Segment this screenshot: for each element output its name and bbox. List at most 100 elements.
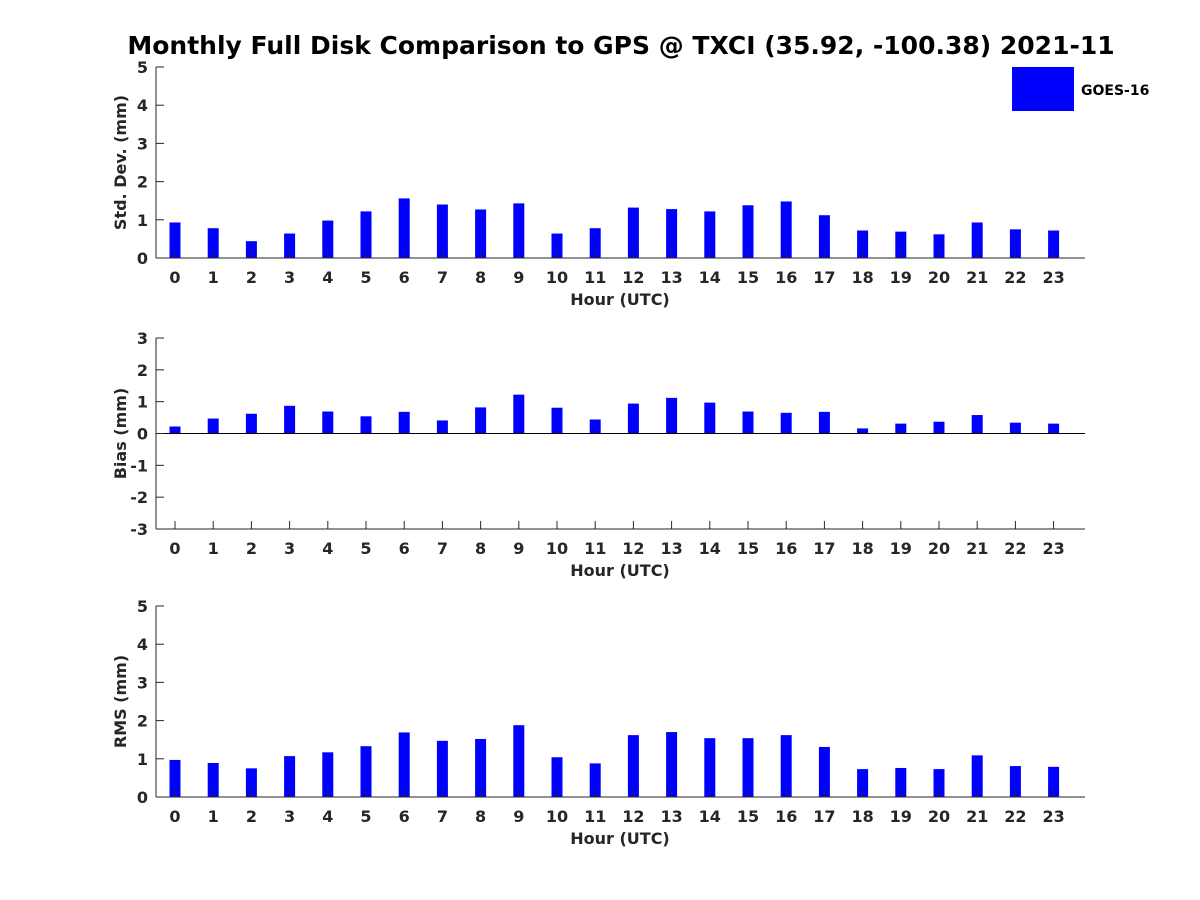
x-tick-label: 4 [322,268,333,287]
x-tick-label: 22 [1004,268,1026,287]
x-tick-label: 23 [1042,807,1064,826]
x-tick-label: 11 [584,807,606,826]
bar-14 [704,211,716,258]
bar-8 [475,738,487,797]
bar-21 [971,415,983,434]
bar-16 [780,201,792,258]
bar-9 [513,203,525,258]
bar-4 [322,752,334,797]
bar-7 [436,420,448,434]
y-tick-label: 3 [137,134,148,153]
y-tick-label: 1 [137,211,148,230]
x-tick-label: 3 [284,268,295,287]
x-tick-label: 0 [169,268,180,287]
x-tick-label: 20 [928,807,950,826]
bar-21 [971,222,983,258]
bar-7 [436,204,448,258]
x-axis-label: Hour (UTC) [570,829,670,848]
bar-6 [398,732,410,797]
y-tick-label: 2 [137,361,148,380]
bar-9 [513,394,525,434]
x-tick-label: 8 [475,268,486,287]
x-tick-label: 22 [1004,807,1026,826]
y-tick-label: 5 [137,58,148,77]
x-tick-label: 0 [169,807,180,826]
x-tick-label: 2 [246,268,257,287]
x-tick-label: 5 [360,268,371,287]
bar-10 [551,407,563,434]
bar-16 [780,735,792,797]
y-tick-label: 3 [137,673,148,692]
bar-2 [245,413,257,434]
x-tick-label: 20 [928,539,950,558]
x-tick-label: 2 [246,807,257,826]
legend-label: GOES-16 [1081,83,1149,99]
y-tick-label: 1 [137,393,148,412]
bar-19 [895,423,907,434]
bar-20 [933,234,945,258]
x-tick-label: 19 [890,268,912,287]
bar-5 [360,416,372,434]
x-tick-label: 14 [699,807,721,826]
x-tick-label: 3 [284,807,295,826]
bar-18 [857,769,869,797]
y-axis-label: Bias (mm) [111,388,130,480]
bar-5 [360,746,372,797]
x-tick-label: 18 [851,268,873,287]
bar-0 [169,759,181,797]
bar-12 [627,403,639,434]
x-axis-label: Hour (UTC) [570,290,670,309]
y-tick-label: 4 [137,635,148,654]
x-tick-label: 15 [737,268,759,287]
bar-22 [1009,422,1021,434]
x-tick-label: 6 [399,539,410,558]
x-tick-label: 23 [1042,539,1064,558]
x-tick-label: 9 [513,807,524,826]
x-tick-label: 11 [584,268,606,287]
bar-17 [818,215,830,258]
legend: GOES-16 [1012,67,1149,111]
x-tick-label: 19 [890,539,912,558]
x-tick-label: 9 [513,539,524,558]
x-axis-label: Hour (UTC) [570,561,670,580]
x-tick-label: 7 [437,539,448,558]
bar-23 [1048,766,1060,797]
x-tick-label: 5 [360,807,371,826]
bar-1 [207,763,219,797]
y-tick-label: -1 [130,456,148,475]
bar-3 [284,233,296,258]
bar-3 [284,756,296,797]
x-tick-label: 17 [813,268,835,287]
x-tick-label: 12 [622,807,644,826]
bar-6 [398,198,410,258]
bar-15 [742,205,754,258]
x-tick-label: 5 [360,539,371,558]
y-tick-label: 1 [137,750,148,769]
y-axis-label: Std. Dev. (mm) [111,95,130,230]
bar-23 [1048,423,1060,434]
bar-14 [704,402,716,434]
y-axis-label: RMS (mm) [111,655,130,748]
x-tick-label: 11 [584,539,606,558]
bar-20 [933,421,945,434]
bar-11 [589,228,601,258]
bar-10 [551,233,563,258]
x-tick-label: 21 [966,807,988,826]
chart-title: Monthly Full Disk Comparison to GPS @ TX… [127,31,1114,60]
x-tick-label: 17 [813,539,835,558]
bar-0 [169,222,181,258]
bar-21 [971,755,983,797]
y-tick-label: 5 [137,597,148,616]
bar-13 [666,732,678,797]
x-tick-label: 17 [813,807,835,826]
x-tick-label: 2 [246,539,257,558]
y-tick-label: 2 [137,173,148,192]
x-tick-label: 8 [475,539,486,558]
x-tick-label: 10 [546,539,568,558]
x-tick-label: 21 [966,539,988,558]
y-tick-label: 0 [137,249,148,268]
x-tick-label: 10 [546,807,568,826]
bar-4 [322,220,334,258]
